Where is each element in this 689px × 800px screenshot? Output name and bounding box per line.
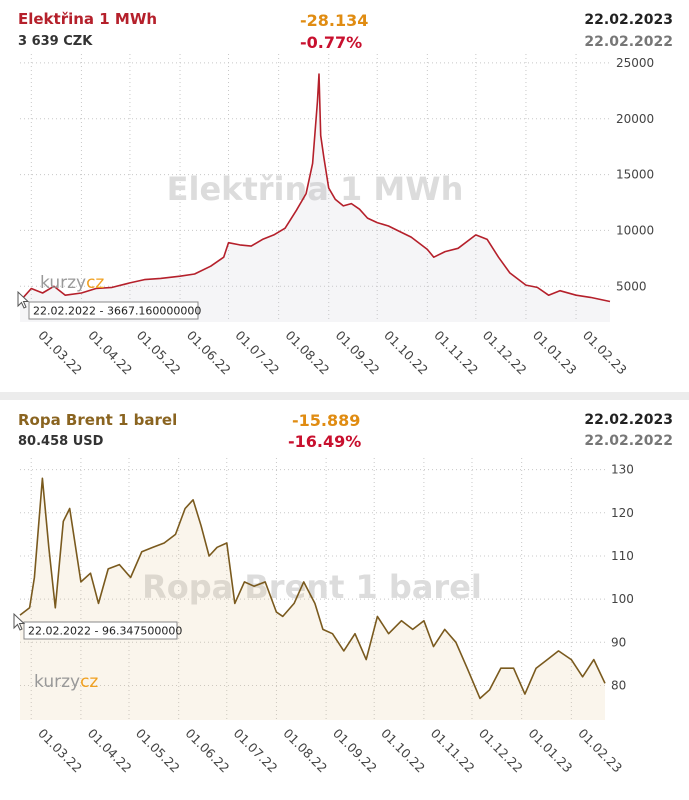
current-date: 22.02.2023: [584, 12, 673, 28]
x-tick-label: 01.09.22: [330, 726, 380, 776]
x-tick-label: 01.10.22: [381, 328, 431, 378]
y-tick-label: 130: [611, 463, 634, 477]
panel-separator: [0, 392, 689, 400]
series-line: [19, 73, 611, 303]
y-tick-label: 100: [611, 592, 634, 606]
x-tick-label: 01.08.22: [280, 726, 330, 776]
x-tick-label: 01.11.22: [431, 328, 481, 378]
x-tick-label: 01.04.22: [85, 328, 135, 378]
y-tick-label: 5000: [616, 279, 647, 293]
previous-date: 22.02.2022: [584, 433, 673, 449]
electricity-chart[interactable]: Elektřina 1 MWh 5000 10000 15000 20000 25000…: [0, 0, 689, 392]
chart-title: Ropa Brent 1 barel: [18, 411, 178, 429]
x-tick-label: 01.07.22: [231, 726, 281, 776]
price-change: -28.134: [300, 11, 369, 30]
grid: [20, 54, 610, 322]
logo-left-text: kurzy: [40, 273, 86, 293]
x-tick-label: 01.05.22: [133, 726, 183, 776]
logo-right-text: cz: [86, 273, 104, 293]
price-change-percent: -16.49%: [288, 432, 362, 451]
cursor-icon: [17, 290, 30, 309]
x-tick-label: 01.05.22: [134, 328, 184, 378]
x-tick-label: 01.11.22: [428, 726, 478, 776]
x-tick-label: 01.12.22: [480, 328, 530, 378]
tooltip: 22.02.2022 - 3667.160000000: [28, 301, 201, 320]
logo-right-text: cz: [80, 672, 98, 692]
brent-chart[interactable]: Ropa Brent 1 barel 80 90 100 110 120 130 01.0…: [0, 400, 689, 800]
chart-title: Elektřina 1 MWh: [18, 10, 158, 28]
x-tick-label: 01.02.23: [575, 726, 625, 776]
x-tick-label: 01.03.22: [35, 328, 85, 378]
kurzy-logo: kurzycz: [34, 672, 98, 692]
svg-text:kurzycz: kurzycz: [34, 672, 98, 692]
current-price: 80.458 USD: [18, 434, 104, 449]
chart-watermark: Elektřina 1 MWh: [167, 170, 464, 208]
y-tick-label: 15000: [616, 168, 654, 182]
tooltip: 22.02.2022 - 96.347500000: [23, 621, 182, 640]
tooltip-text: 22.02.2022 - 3667.160000000: [33, 305, 201, 318]
svg-text:kurzycz: kurzycz: [40, 273, 104, 293]
cursor-icon: [13, 612, 26, 631]
x-tick-label: 01.04.22: [85, 726, 135, 776]
y-tick-label: 90: [611, 635, 626, 649]
electricity-panel: Elektřina 1 MWh 3 639 CZK -28.134 -0.77%…: [0, 0, 689, 392]
tooltip-text: 22.02.2022 - 96.347500000: [28, 625, 182, 638]
series-line: [19, 477, 606, 700]
y-tick-label: 120: [611, 506, 634, 520]
logo-left-text: kurzy: [34, 672, 80, 692]
y-tick-label: 80: [611, 678, 626, 692]
x-tick-label: 01.08.22: [283, 328, 333, 378]
y-tick-label: 20000: [616, 112, 654, 126]
current-price: 3 639 CZK: [18, 34, 93, 49]
series-area: [20, 74, 610, 322]
previous-date: 22.02.2022: [584, 34, 673, 50]
x-tick-label: 01.06.22: [184, 328, 234, 378]
y-tick-label: 110: [611, 549, 634, 563]
y-axis-ticks: 5000 10000 15000 20000 25000: [616, 56, 654, 293]
x-tick-label: 01.10.22: [378, 726, 428, 776]
y-tick-label: 25000: [616, 56, 654, 70]
kurzy-logo: kurzycz: [40, 273, 104, 293]
x-tick-label: 01.02.23: [580, 328, 630, 378]
x-tick-label: 01.06.22: [183, 726, 233, 776]
x-tick-label: 01.09.22: [333, 328, 383, 378]
x-tick-label: 01.12.22: [476, 726, 526, 776]
chart-watermark: Ropa Brent 1 barel: [142, 568, 482, 606]
x-tick-label: 01.07.22: [232, 328, 282, 378]
x-tick-label: 01.01.23: [526, 726, 576, 776]
x-tick-label: 01.01.23: [530, 328, 580, 378]
y-tick-label: 10000: [616, 223, 654, 237]
current-date: 22.02.2023: [584, 412, 673, 428]
price-change: -15.889: [292, 411, 361, 430]
x-tick-label: 01.03.22: [35, 726, 85, 776]
price-change-percent: -0.77%: [300, 33, 363, 52]
y-axis-ticks: 80 90 100 110 120 130: [611, 463, 634, 693]
brent-panel: Ropa Brent 1 barel 80.458 USD -15.889 -1…: [0, 400, 689, 800]
